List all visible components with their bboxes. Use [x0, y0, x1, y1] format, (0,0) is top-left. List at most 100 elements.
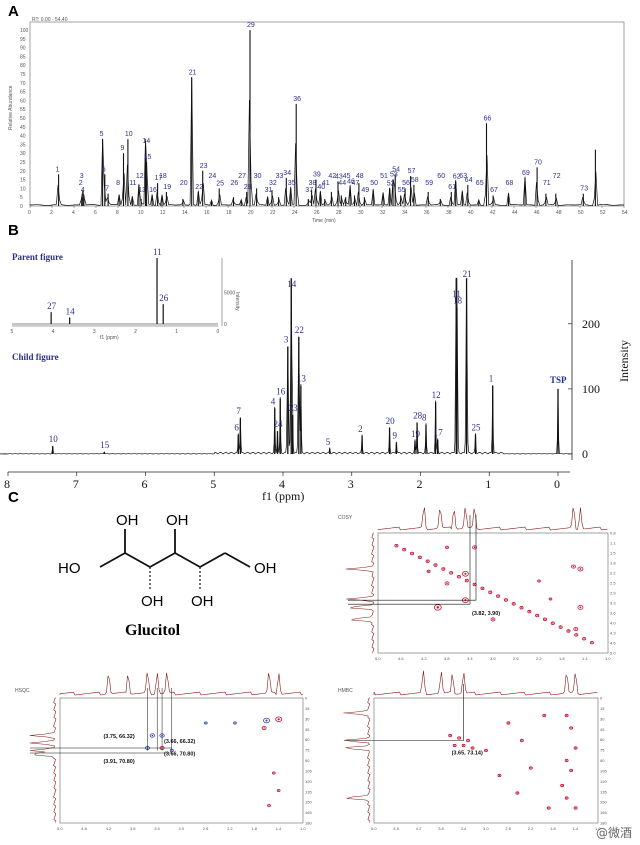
oh-label: OH [191, 593, 214, 610]
f1-tick-label: 165 [305, 810, 312, 815]
y-tick-label: 80 [20, 63, 26, 69]
y-tick-label: 0 [582, 447, 588, 461]
f1-tick-label: 5.0 [610, 651, 616, 656]
peak-label: 68 [506, 180, 514, 187]
nmr-peak-label: 5 [326, 437, 331, 447]
f1-tick-label: 2.9 [610, 591, 616, 596]
peak-label: 1 [56, 166, 60, 173]
child-figure-label: Child figure [12, 352, 59, 362]
cross-peak-core [538, 580, 540, 582]
cross-peak-core [446, 546, 448, 548]
cross-peak [558, 625, 563, 629]
cross-peak [569, 768, 574, 773]
hsqc-annotation: (3.66, 70.80) [164, 752, 195, 758]
nmr-peak-label: 20 [386, 416, 396, 426]
cross-peak-core [442, 568, 444, 570]
cross-peak-core [548, 807, 550, 809]
peak-label: 67 [490, 187, 498, 194]
panel-a-letter: A [8, 3, 19, 20]
cross-peak [417, 555, 422, 560]
cross-peak-core [520, 607, 523, 609]
annotation-line [348, 515, 477, 601]
y-tick-label: 65 [20, 90, 26, 96]
inset-y-tick-label: 5000 [224, 290, 235, 296]
spectrum-title: COSY [338, 515, 353, 521]
cross-peak [441, 567, 446, 571]
x-tick-label: 18 [226, 210, 232, 216]
hmbc-spectrum: HMBC 5.0 4.6 4.2 3.8 3.4 3.0 2.6 2.2 1.8 1.4 1.0 0 15… [338, 670, 607, 831]
peak-label: 30 [254, 173, 262, 180]
nmr-peak-label: 28 [413, 411, 423, 421]
nmr-peak-label: 7 [236, 406, 241, 416]
f2-tick-label: 3.0 [179, 826, 185, 831]
cross-peak-core [497, 595, 499, 597]
x-tick-label: 5 [210, 477, 216, 491]
f2-tick-label: 4.2 [106, 826, 112, 831]
f2-tick-label: 5.0 [371, 826, 377, 831]
y-tick-label: 20 [20, 169, 26, 175]
nmr-peak-label: 23 [289, 403, 299, 413]
tsp-label: TSP [550, 375, 567, 385]
cross-peak-core [566, 797, 568, 799]
cross-peak [577, 566, 584, 572]
hsqc-annotation: (3.91, 70.80) [103, 759, 134, 765]
nmr-peak-label: 3 [284, 335, 289, 345]
spectrum-frame [373, 697, 599, 824]
oh-label: OH [166, 512, 189, 529]
f1-tick-label: 180 [600, 821, 607, 826]
cross-peak-core [485, 749, 487, 752]
y-tick-label: 50 [20, 116, 26, 122]
peak-label: 36 [293, 96, 301, 103]
oh-label: OH [141, 593, 164, 610]
inset-peak-label: 26 [159, 293, 169, 303]
nmr-peak-label: 1 [489, 374, 494, 384]
peak-label: 51 [380, 173, 388, 180]
peak-label: 62 [453, 173, 461, 180]
peak-label: 18 [159, 173, 167, 180]
cross-peak [461, 743, 466, 748]
parent-figure-label: Parent figure [12, 252, 63, 262]
cross-peak-core [436, 606, 440, 609]
peak-label: 40 [317, 184, 325, 191]
cross-peak-core [472, 747, 474, 749]
peak-label: 70 [534, 159, 542, 166]
cross-peak [589, 640, 594, 645]
x-tick-label: 6 [142, 477, 148, 491]
cosy-spectrum: COSY 5.0 4.6 4.2 3.8 3.4 3.0 2.6 2.2 1.8 1.4 1.0 0.8… [338, 507, 616, 661]
cross-peak-core [277, 718, 280, 721]
cross-peak-core [507, 722, 509, 724]
x-axis-label: f1 (ppm) [262, 489, 304, 503]
cross-peak [444, 581, 450, 586]
cross-peak [263, 717, 270, 724]
peak-label: 61 [448, 184, 456, 191]
f2-tick-label: 1.4 [582, 656, 588, 661]
peak-label: 26 [231, 180, 239, 187]
cross-peak-core [489, 591, 491, 593]
x-tick-label: 14 [182, 210, 188, 216]
watermark: @微酒 [595, 826, 632, 840]
f2-projection [377, 507, 608, 531]
f1-tick-label: 4.0 [610, 621, 616, 626]
peak-label: 22 [195, 184, 203, 191]
ho-label: HO [58, 560, 81, 577]
cross-peak-core [446, 582, 448, 585]
f2-tick-label: 3.8 [438, 826, 444, 831]
x-tick-label: 46 [534, 210, 540, 216]
cross-peak [519, 738, 524, 743]
cross-peak-core [263, 727, 265, 729]
peak-label: 27 [238, 173, 246, 180]
cross-peak [456, 575, 461, 579]
nmr-peak-label: 15 [100, 440, 110, 450]
cross-peak-core [265, 719, 268, 722]
peak-label: 11 [129, 180, 136, 187]
cross-peak [276, 788, 281, 793]
nmr-peak-label: 14 [287, 279, 297, 289]
y-tick-label: 30 [20, 151, 26, 157]
cross-peak-core [566, 714, 568, 717]
f1-tick-label: 90 [600, 758, 605, 763]
cross-peak-core [570, 727, 572, 729]
y-axis-label: Intensity [617, 340, 631, 382]
cross-peak [466, 738, 470, 743]
cross-peak [546, 806, 551, 810]
cross-peak-core [464, 572, 467, 575]
